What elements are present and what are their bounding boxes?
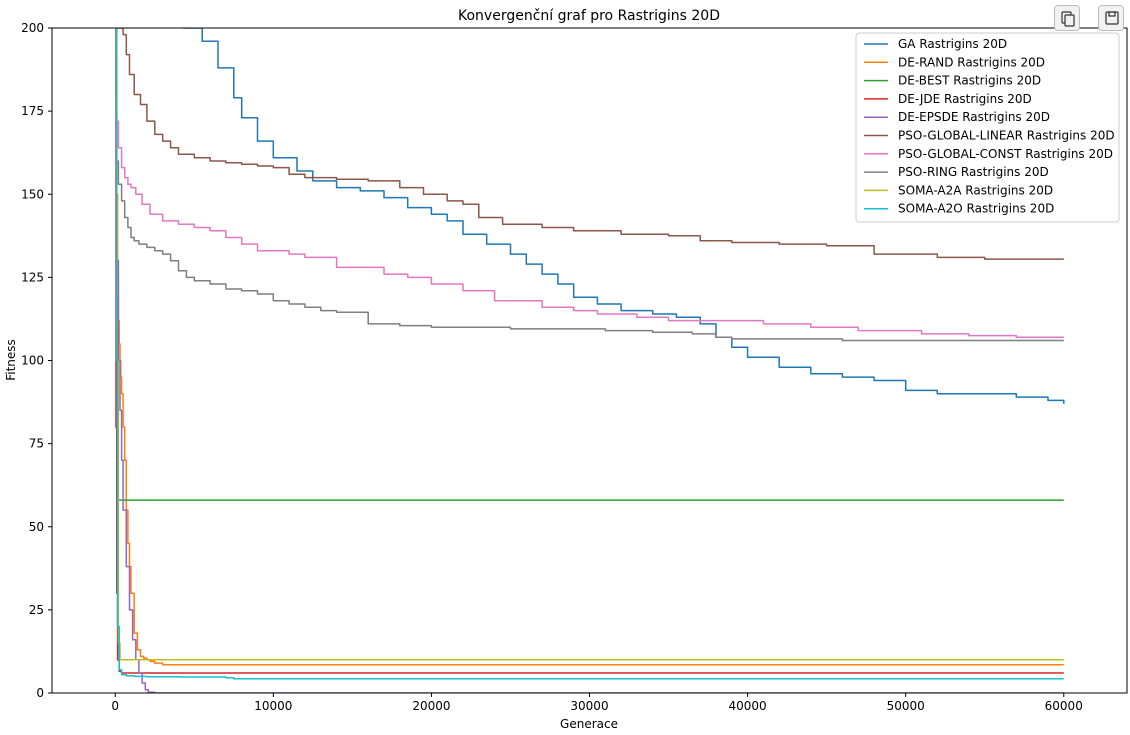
legend-box: [855, 32, 1120, 223]
legend-label: SOMA-A2O Rastrigins 20D: [898, 202, 1054, 216]
copy-button[interactable]: [1054, 5, 1080, 31]
save-icon: [1105, 11, 1119, 25]
save-button[interactable]: [1098, 5, 1124, 31]
chart-title: Konvergenční graf pro Rastrigins 20D: [458, 8, 720, 24]
x-tick-label: 20000: [412, 699, 450, 713]
y-tick-label: 75: [29, 437, 44, 451]
legend-label: PSO-GLOBAL-CONST Rastrigins 20D: [898, 147, 1113, 161]
y-tick-label: 0: [36, 686, 44, 700]
series-layer: [115, 28, 1065, 693]
legend: GA Rastrigins 20D DE-RAND Rastrigins 20D D…: [855, 32, 1120, 223]
x-tick-label: 0: [111, 699, 119, 713]
legend-label: PSO-GLOBAL-LINEAR Rastrigins 20D: [898, 129, 1115, 143]
series-line-9: [115, 28, 1064, 680]
x-tick-label: 10000: [254, 699, 292, 713]
y-axis-ticks: 0 25 50 75 100 125 150 175 200: [21, 21, 52, 700]
legend-label: DE-RAND Rastrigins 20D: [898, 55, 1045, 69]
y-axis-label: Fitness: [4, 339, 18, 381]
legend-label: DE-BEST Rastrigins 20D: [898, 74, 1041, 88]
copy-icon: [1061, 11, 1075, 27]
x-tick-label: 40000: [728, 699, 766, 713]
series-line-0: [183, 28, 1065, 404]
x-axis-ticks: 0 10000 20000 30000 40000 50000 60000: [111, 693, 1083, 713]
legend-label: PSO-RING Rastrigins 20D: [898, 165, 1049, 179]
y-tick-label: 175: [21, 104, 44, 118]
y-tick-label: 50: [29, 520, 44, 534]
y-tick-label: 200: [21, 21, 44, 35]
legend-label: GA Rastrigins 20D: [898, 37, 1007, 51]
y-tick-label: 150: [21, 187, 44, 201]
series-line-4: [115, 28, 1064, 693]
series-line-2: [115, 28, 1064, 501]
y-tick-label: 125: [21, 270, 44, 284]
x-axis-label: Generace: [560, 717, 618, 731]
y-tick-label: 100: [21, 354, 44, 368]
series-line-5: [115, 28, 1064, 260]
legend-label: DE-EPSDE Rastrigins 20D: [898, 110, 1050, 124]
legend-label: SOMA-A2A Rastrigins 20D: [898, 183, 1053, 197]
x-tick-label: 60000: [1045, 699, 1083, 713]
x-tick-label: 50000: [887, 699, 925, 713]
series-line-7: [115, 28, 1064, 342]
y-tick-label: 25: [29, 603, 44, 617]
x-tick-label: 30000: [570, 699, 608, 713]
series-line-6: [115, 28, 1064, 338]
legend-label: DE-JDE Rastrigins 20D: [898, 92, 1032, 106]
